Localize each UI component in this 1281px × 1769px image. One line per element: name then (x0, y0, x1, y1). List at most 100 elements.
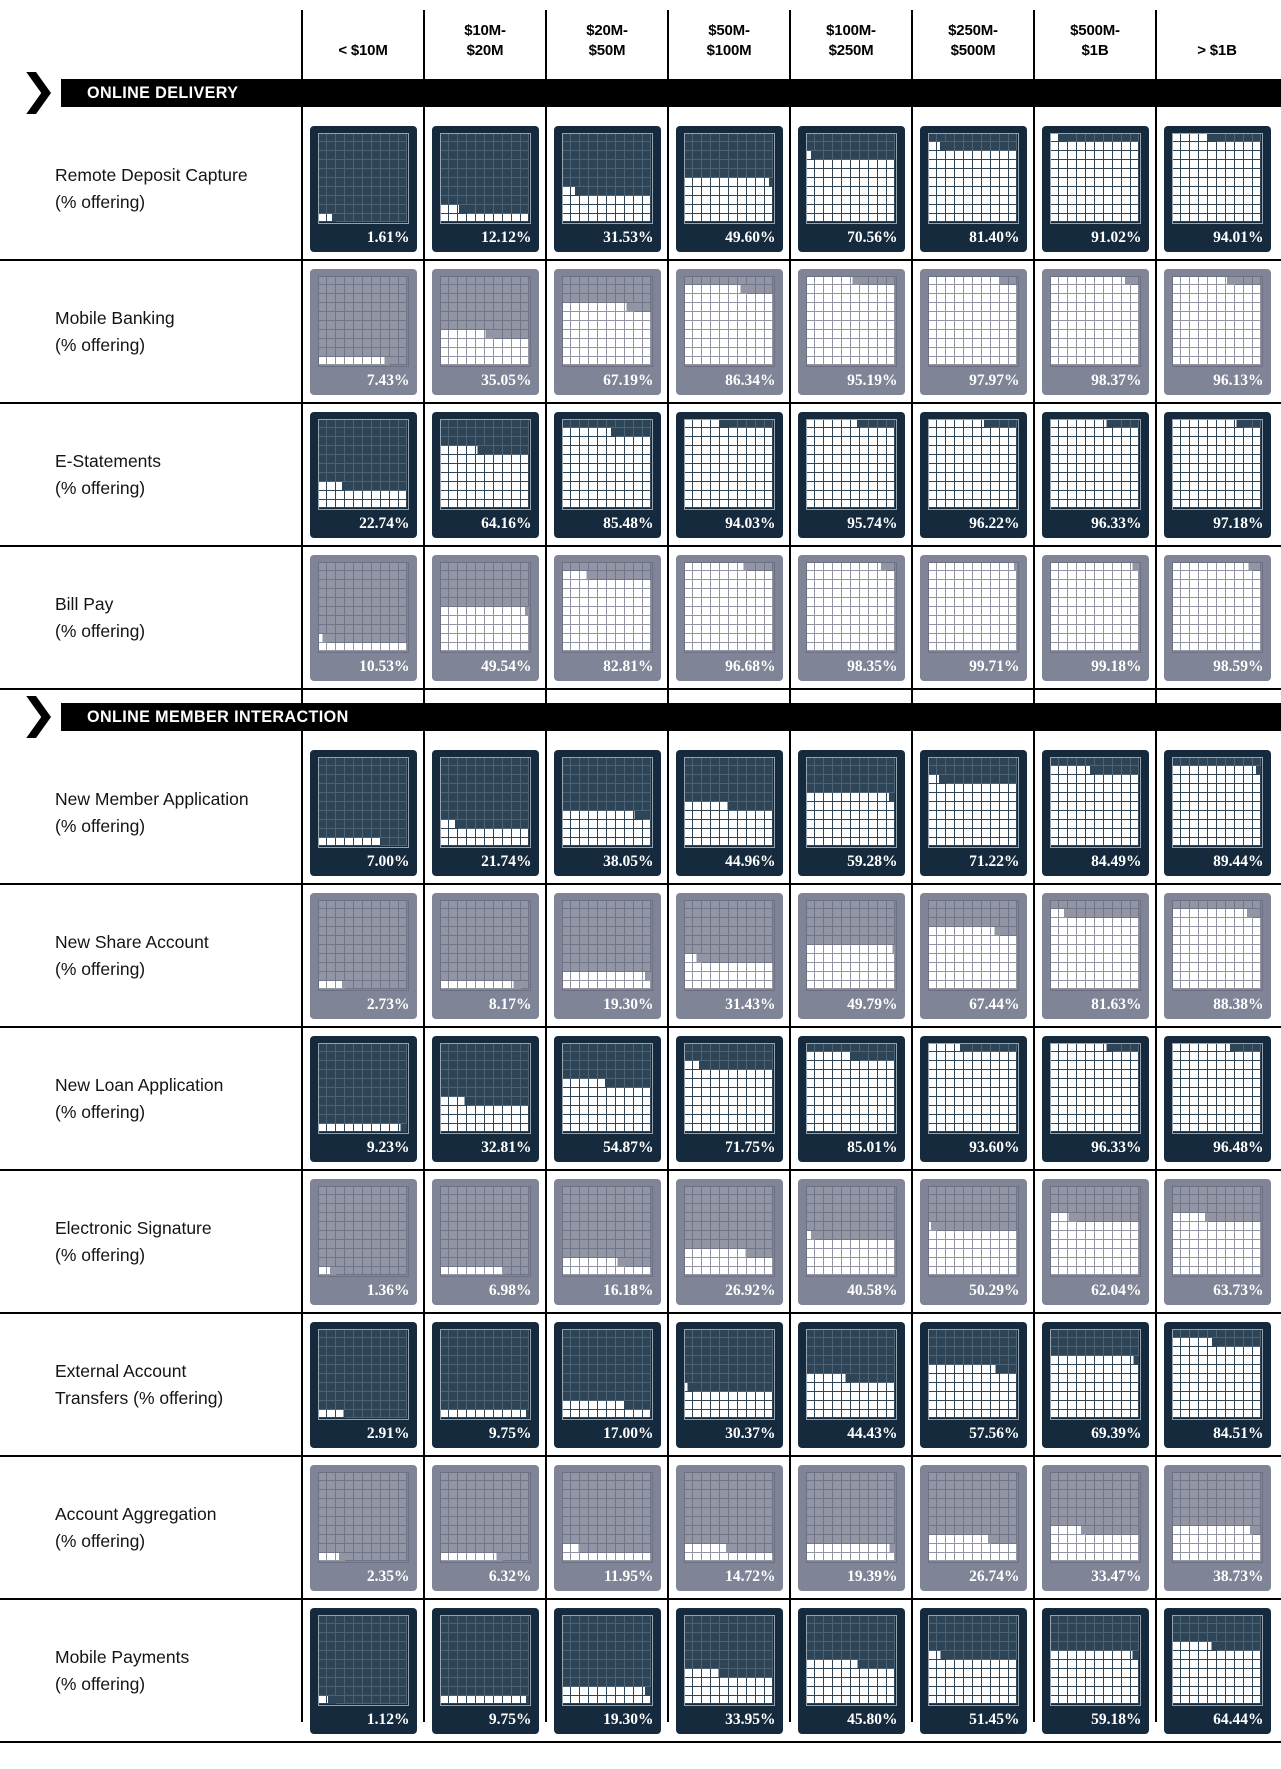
waffle-square (972, 329, 982, 339)
waffle-square (606, 437, 616, 447)
waffle-square (981, 472, 991, 482)
waffle-square (389, 142, 399, 152)
waffle-square (327, 810, 337, 820)
waffle-square (362, 428, 372, 438)
waffle-square (702, 810, 712, 820)
waffle-square (806, 562, 816, 572)
waffle-square (389, 428, 399, 438)
waffle-square (1172, 142, 1182, 152)
waffle-square (1243, 793, 1253, 802)
waffle-square (484, 463, 494, 473)
waffle-square (746, 195, 756, 205)
waffle-square (1243, 338, 1253, 348)
waffle-square (824, 312, 834, 321)
waffle-square (928, 356, 938, 366)
waffle-square (1050, 580, 1060, 590)
waffle-square (458, 499, 468, 509)
waffle-square (1112, 213, 1122, 223)
waffle-square (1172, 186, 1182, 196)
waffle-square (615, 936, 625, 945)
waffle-square (1059, 169, 1069, 178)
waffle-square (354, 971, 363, 981)
waffle-square (615, 463, 625, 473)
waffle-square (615, 186, 625, 196)
waffle-square (981, 463, 991, 473)
waffle-square (562, 580, 572, 590)
waffle-square (824, 775, 834, 785)
waffle-square (606, 329, 616, 339)
waffle-square (362, 303, 372, 313)
waffle-square (371, 580, 381, 590)
waffle-square (1199, 562, 1209, 572)
waffle-square (476, 204, 485, 214)
chart-cell: 38.05% (553, 749, 661, 876)
waffle-square (711, 204, 721, 214)
chart-column: 81.63% (1034, 885, 1156, 1026)
waffle-square (946, 294, 956, 304)
waffle-square (1172, 455, 1182, 464)
waffle-square (972, 294, 982, 304)
waffle-square (1121, 562, 1131, 572)
column-divider-line (667, 10, 669, 1722)
waffle-square (1216, 562, 1226, 572)
waffle-square (955, 320, 965, 330)
waffle-square (1077, 329, 1087, 339)
waffle-square (981, 615, 991, 625)
waffle-square (1121, 285, 1131, 295)
waffle-chart (317, 561, 409, 653)
waffle-square (999, 819, 1009, 829)
waffle-square (1172, 356, 1182, 366)
waffle-square (711, 437, 721, 447)
waffle-square (1216, 151, 1226, 161)
waffle-square (1225, 463, 1235, 473)
waffle-square (1086, 446, 1095, 456)
waffle-square (1172, 571, 1182, 581)
waffle-square (562, 312, 572, 321)
chart-cell: 22.74% (309, 411, 417, 538)
waffle-square (946, 338, 956, 348)
waffle-square (842, 606, 851, 616)
waffle-square (458, 437, 468, 447)
waffle-square (1121, 428, 1131, 438)
waffle-square (1208, 142, 1217, 152)
waffle-square (728, 329, 738, 339)
waffle-square (764, 204, 774, 214)
waffle-square (859, 195, 869, 205)
waffle-square (493, 213, 503, 223)
waffle-square (520, 499, 530, 509)
waffle-square (520, 320, 530, 330)
waffle-square (1172, 615, 1182, 625)
waffle-square (1103, 490, 1113, 500)
waffle-square (511, 356, 521, 366)
waffle-square (928, 481, 938, 491)
waffle-square (589, 276, 599, 286)
column-header: $10M- $20M (464, 22, 506, 59)
waffle-square (1094, 142, 1104, 152)
waffle-square (720, 589, 729, 599)
waffle-square (955, 177, 965, 187)
waffle-square (1077, 971, 1087, 981)
waffle-square (562, 562, 572, 572)
waffle-square (1050, 598, 1060, 607)
waffle-square (1103, 598, 1113, 607)
waffle-square (1216, 437, 1226, 447)
waffle-square (1243, 329, 1253, 339)
waffle-square (1112, 953, 1122, 963)
waffle-square (571, 580, 581, 590)
waffle-square (449, 624, 459, 634)
waffle-square (946, 793, 956, 802)
waffle-square (1103, 204, 1113, 214)
waffle-square (589, 329, 599, 339)
waffle-square (981, 642, 991, 652)
waffle-square (520, 276, 530, 286)
waffle-square (1068, 437, 1078, 447)
waffle-square (1199, 801, 1209, 811)
waffle-square (362, 828, 372, 838)
waffle-square (562, 971, 572, 981)
waffle-square (389, 642, 399, 652)
waffle-square (1199, 338, 1209, 348)
waffle-square (642, 927, 652, 937)
waffle-square (702, 186, 712, 196)
waffle-square (1103, 463, 1113, 473)
waffle-square (371, 562, 381, 572)
